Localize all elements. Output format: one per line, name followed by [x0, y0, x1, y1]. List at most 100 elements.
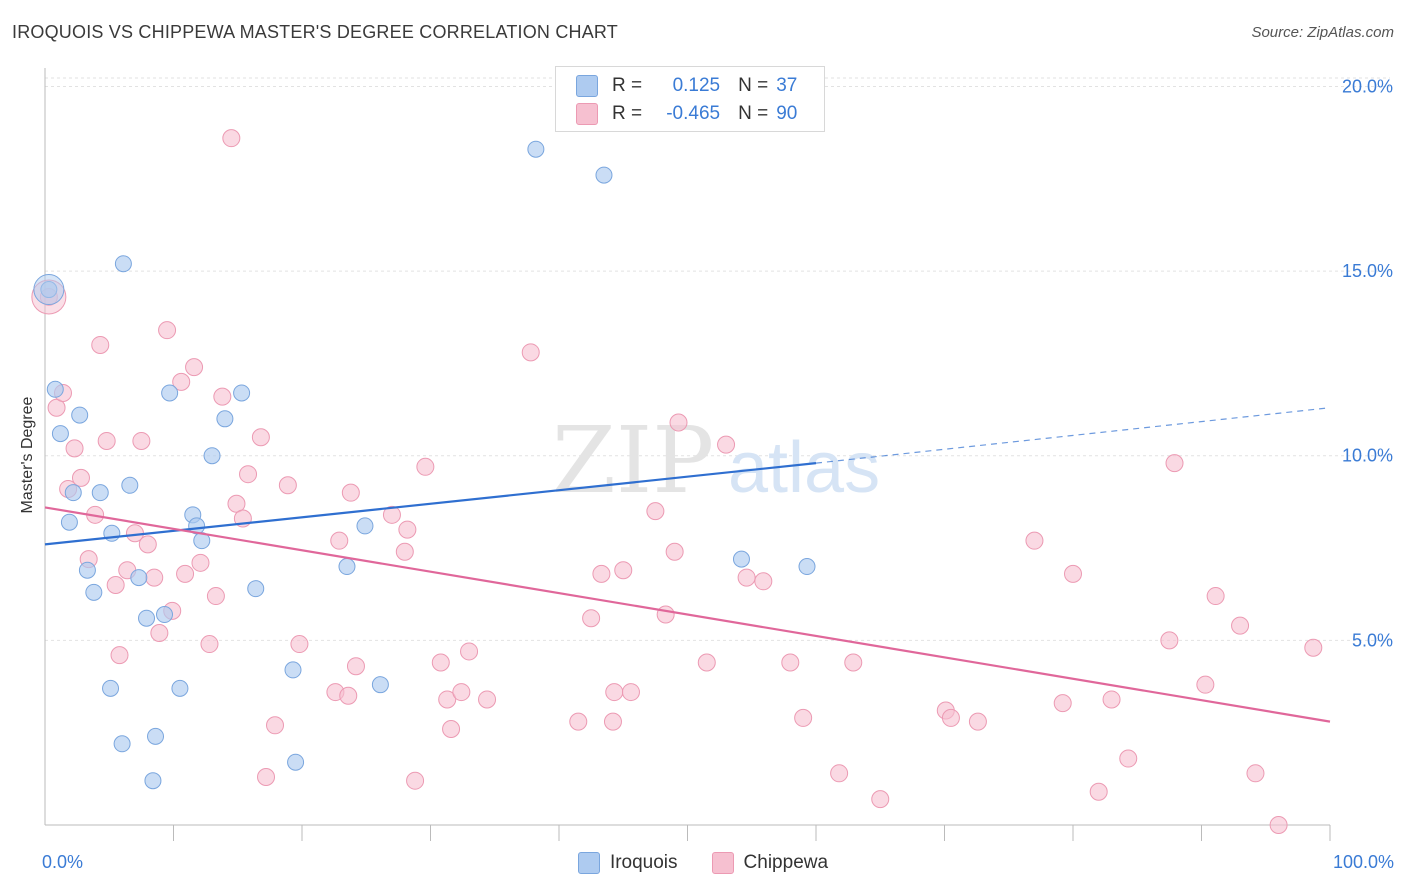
chippewa-point [339, 686, 358, 705]
iroquois-point [371, 676, 389, 694]
y-tick-label: 10.0% [1342, 446, 1393, 466]
x-tick-label-min: 0.0% [42, 852, 84, 872]
chippewa-point [1304, 638, 1323, 657]
n-label: N = [738, 103, 769, 124]
iroquois-point [60, 513, 78, 531]
iroquois-point [51, 425, 69, 443]
watermark-zip: ZIP [552, 407, 714, 514]
chippewa-point [582, 609, 601, 628]
chippewa-point [91, 335, 110, 354]
chippewa-point [71, 468, 90, 487]
chippewa-point [941, 708, 960, 727]
chippewa-point [239, 465, 258, 484]
chippewa-point [191, 553, 210, 572]
chippewa-point [646, 502, 665, 521]
chippewa-point [603, 712, 622, 731]
chippewa-point [97, 431, 116, 450]
chippewa-point [172, 372, 191, 391]
iroquois-point [144, 772, 162, 790]
chippewa-point [1246, 764, 1265, 783]
chippewa-point [213, 387, 232, 406]
chippewa-point [794, 708, 813, 727]
n-label: N = [738, 75, 769, 96]
watermark-atlas: atlas [728, 428, 880, 508]
iroquois-point [233, 384, 251, 402]
chippewa-point [266, 716, 285, 735]
grid-lines [45, 77, 1390, 641]
chippewa-point [278, 476, 297, 495]
iroquois-points [33, 140, 816, 790]
chippewa-point [737, 568, 756, 587]
chippewa-point [290, 635, 309, 654]
n-value: 37 [776, 75, 798, 96]
iroquois-point [130, 569, 148, 587]
iroquois-point [284, 661, 302, 679]
iroquois-point [64, 484, 82, 502]
iroquois-point [156, 606, 174, 624]
chippewa-point [1165, 454, 1184, 473]
iroquois-point [138, 609, 156, 627]
r-label: R = [612, 103, 643, 124]
iroquois-point [247, 580, 265, 598]
chippewa-point [968, 712, 987, 731]
n-value: 90 [776, 103, 798, 124]
chippewa-point [341, 483, 360, 502]
chippewa-swatch [711, 852, 734, 874]
legend-item-chippewa[interactable]: Chippewa [711, 852, 829, 874]
chippewa-point [754, 572, 773, 591]
chippewa-point [185, 358, 204, 377]
chippewa-point [669, 413, 688, 432]
y-tick-label: 5.0% [1352, 630, 1393, 650]
chippewa-point [132, 431, 151, 450]
chippewa-point [251, 428, 270, 447]
chippewa-point [257, 767, 276, 786]
chippewa-point [1064, 564, 1082, 583]
chippewa-point [1119, 749, 1138, 768]
iroquois-point [102, 679, 120, 697]
r-label: R = [612, 75, 643, 96]
chippewa-point [621, 683, 640, 702]
chippewa-point [1102, 690, 1121, 709]
stats-legend: R = 0.125 N = 37 R = -0.465 N = 90 [555, 66, 825, 132]
iroquois-point [798, 558, 816, 576]
chippewa-point [346, 657, 365, 676]
iroquois-point [113, 735, 131, 753]
chippewa-point [844, 653, 863, 672]
iroquois-point [732, 550, 750, 568]
iroquois-point [147, 727, 165, 745]
chippewa-point [452, 683, 471, 702]
chippewa-trend-line [44, 506, 1331, 723]
iroquois-point [287, 753, 305, 771]
chippewa-point [1160, 631, 1179, 650]
chippewa-point [717, 435, 736, 454]
chippewa-point [110, 646, 129, 665]
x-tick-label-max: 100.0% [1332, 852, 1394, 872]
iroquois-point [85, 583, 103, 601]
legend-label-chippewa: Chippewa [743, 852, 829, 873]
chippewa-point [460, 642, 479, 661]
chippewa-point [1053, 694, 1072, 713]
chippewa-point [1196, 675, 1215, 694]
chippewa-point [605, 683, 624, 702]
stats-row-iroquois: R = 0.125 N = 37 [576, 72, 797, 100]
chippewa-point [158, 321, 177, 340]
chart-title: IROQUOIS VS CHIPPEWA MASTER'S DEGREE COR… [12, 22, 618, 42]
chippewa-point [330, 531, 349, 550]
chippewa-point [592, 564, 611, 583]
trend-lines [44, 407, 1331, 723]
iroquois-point [203, 447, 221, 465]
legend-label-iroquois: Iroquois [609, 852, 678, 873]
chippewa-point [222, 129, 241, 148]
chippewa-point [438, 690, 457, 709]
chippewa-point [521, 343, 540, 362]
chippewa-swatch [576, 103, 598, 125]
legend-item-iroquois[interactable]: Iroquois [577, 852, 678, 874]
series-legend: Iroquois Chippewa [0, 852, 1406, 874]
chippewa-point [697, 653, 716, 672]
iroquois-trend-line [44, 462, 817, 546]
chippewa-point [781, 653, 800, 672]
r-value: -0.465 [666, 103, 721, 124]
chippewa-point [871, 790, 890, 809]
chippewa-point [398, 520, 417, 539]
iroquois-point [114, 255, 132, 273]
